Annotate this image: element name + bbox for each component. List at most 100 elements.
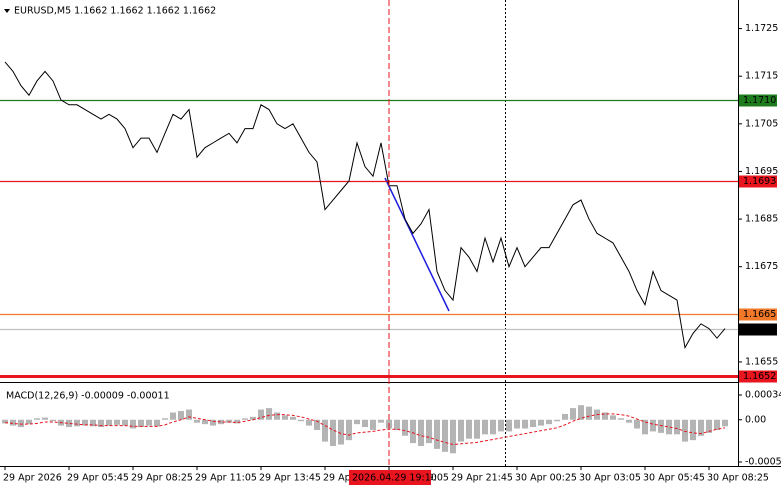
macd-bar xyxy=(138,419,144,428)
y-tick-label: 1.1675 xyxy=(745,261,778,272)
macd-tick-label: -0.00058 xyxy=(745,457,781,468)
macd-bar xyxy=(202,419,208,425)
macd-bar xyxy=(658,419,664,433)
macd-bar xyxy=(242,418,248,420)
macd-bar xyxy=(42,417,48,420)
level-label: 1.1693 xyxy=(743,176,776,187)
macd-bar xyxy=(98,419,104,428)
macd-bar xyxy=(682,419,688,442)
macd-bar xyxy=(34,418,40,420)
macd-bar xyxy=(106,419,112,426)
macd-bar xyxy=(322,419,328,442)
macd-bar xyxy=(530,419,536,428)
x-tick-label: 29 Apr 11:05 xyxy=(195,473,257,484)
macd-bar xyxy=(674,419,680,435)
level-label-box xyxy=(739,94,777,107)
macd-bar xyxy=(2,419,8,424)
macd-bar xyxy=(394,419,400,430)
macd-bar xyxy=(74,419,80,427)
y-tick-label: 1.1725 xyxy=(745,23,778,34)
macd-bar xyxy=(466,419,472,439)
x-tick-label: 30 Apr 00:25 xyxy=(515,473,577,484)
macd-bar xyxy=(258,409,264,420)
x-tick-label: 29 Apr 08:25 xyxy=(131,473,193,484)
macd-bar xyxy=(354,419,360,425)
macd-bar xyxy=(114,419,120,425)
macd-bar xyxy=(522,419,528,429)
level-label-box xyxy=(739,323,777,336)
macd-bar xyxy=(154,419,160,427)
macd-title: MACD(12,26,9) -0.00009 -0.00011 xyxy=(6,391,170,402)
macd-bar xyxy=(314,419,320,430)
macd-bar xyxy=(218,419,224,425)
x-tick-label: 29 Apr 21:45 xyxy=(451,473,513,484)
x-tick-label: 29 Apr 2026 xyxy=(3,473,62,484)
macd-bar xyxy=(122,419,128,426)
macd-bar xyxy=(490,419,496,435)
macd-bar xyxy=(266,408,272,420)
macd-bar xyxy=(610,415,616,420)
macd-bar xyxy=(706,419,712,433)
macd-bar xyxy=(618,418,624,420)
macd-bar xyxy=(410,419,416,444)
y-tick-label: 1.1655 xyxy=(745,356,778,367)
macd-bar xyxy=(586,406,592,420)
price-line xyxy=(4,61,726,350)
macd-bar xyxy=(722,419,728,427)
x-tick-label: 29 Apr 13:45 xyxy=(259,473,321,484)
macd-bar xyxy=(378,419,384,423)
macd-bar xyxy=(10,419,16,426)
macd-bar xyxy=(50,419,56,422)
crosshair-label: 2026.04.29 19:10 xyxy=(352,473,437,484)
macd-bar xyxy=(66,419,72,428)
macd-bar xyxy=(602,412,608,420)
x-tick-label: 30 Apr 03:05 xyxy=(579,473,641,484)
macd-bar xyxy=(698,419,704,436)
macd-bar xyxy=(282,415,288,420)
macd-bar xyxy=(194,419,200,423)
macd-bar xyxy=(130,419,136,429)
y-tick-label: 1.1715 xyxy=(745,71,778,82)
macd-bar xyxy=(498,419,504,432)
macd-bar xyxy=(162,418,168,420)
macd-bar xyxy=(250,416,256,420)
macd-bar xyxy=(362,419,368,428)
x-tick-label: 30 Apr 08:25 xyxy=(707,473,769,484)
macd-bar xyxy=(554,419,560,422)
macd-bar xyxy=(370,419,376,430)
macd-bar xyxy=(346,419,352,441)
macd-bar xyxy=(690,419,696,441)
macd-bar xyxy=(90,419,96,427)
macd-bar xyxy=(18,419,24,428)
macd-bar xyxy=(330,419,336,446)
macd-bar xyxy=(290,416,296,420)
macd-bar xyxy=(666,419,672,435)
macd-signal xyxy=(4,413,726,446)
level-label: 1.1665 xyxy=(743,309,776,320)
macd-bar xyxy=(146,419,152,426)
level-label: 1.1662 xyxy=(743,324,776,335)
level-label: 1.1652 xyxy=(743,371,776,382)
macd-bar xyxy=(210,419,216,426)
macd-bar xyxy=(186,409,192,420)
macd-tick-label: 0.00034 xyxy=(745,390,781,401)
y-tick-label: 1.1705 xyxy=(745,118,778,129)
y-tick-label: 1.1695 xyxy=(745,166,778,177)
level-label: 1.1710 xyxy=(743,95,776,106)
macd-bar xyxy=(642,419,648,435)
trend-line xyxy=(384,177,450,312)
macd-bar xyxy=(562,413,568,420)
macd-bar xyxy=(226,419,232,423)
macd-bar xyxy=(538,419,544,426)
macd-bar xyxy=(178,411,184,420)
title-arrow xyxy=(4,9,10,13)
x-tick-label: 29 Apr 05:45 xyxy=(67,473,129,484)
macd-bar xyxy=(82,419,88,426)
macd-bar xyxy=(418,419,424,446)
crosshair-box xyxy=(349,470,431,485)
macd-bar xyxy=(514,419,520,429)
macd-bar xyxy=(426,419,432,444)
macd-bar xyxy=(402,419,408,436)
